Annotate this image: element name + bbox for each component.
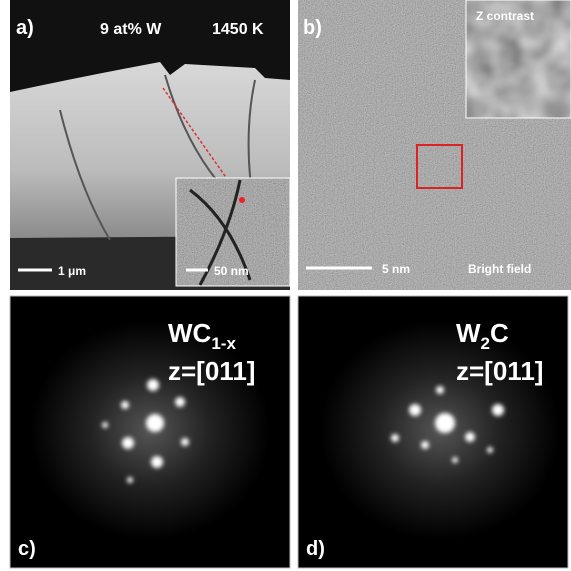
composition: 9 at% W xyxy=(100,21,162,38)
panel-label: c) xyxy=(18,538,36,560)
scale-bar-label: 1 μm xyxy=(58,264,86,278)
panel-label: d) xyxy=(306,538,325,560)
phase-subscript: 2 xyxy=(481,334,490,353)
scale-bar-label: 5 nm xyxy=(382,262,410,276)
zone-axis: z=[011] xyxy=(456,356,543,386)
panel-b: b) Z contrast 5 nm Bright field xyxy=(298,0,571,290)
phase-base: WC xyxy=(168,318,212,348)
panel-a: a) 9 at% W 1450 K 1 μm 50 nm xyxy=(10,0,290,290)
phase-suffix: C xyxy=(490,318,509,348)
panel-c: c) WC1-x z=[011] xyxy=(10,296,290,568)
inset-scale-bar-label: 50 nm xyxy=(214,264,249,278)
imaging-mode: Bright field xyxy=(468,262,531,276)
panel-label: b) xyxy=(303,17,322,39)
figure: a) 9 at% W 1450 K 1 μm 50 nm b) Z contra… xyxy=(0,0,571,571)
zone-axis: z=[011] xyxy=(168,356,255,386)
phase-base: W xyxy=(456,318,481,348)
inset-label: Z contrast xyxy=(476,9,534,23)
temperature: 1450 K xyxy=(212,21,264,38)
panel-label: a) xyxy=(16,17,34,39)
phase-subscript: 1-x xyxy=(211,334,236,353)
panel-d: d) W2C z=[011] xyxy=(298,296,568,568)
